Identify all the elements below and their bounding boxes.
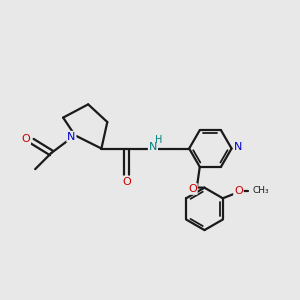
Text: O: O	[188, 184, 197, 194]
Text: H: H	[155, 135, 163, 145]
Text: N: N	[149, 142, 157, 152]
Text: O: O	[122, 176, 131, 187]
Text: CH₃: CH₃	[252, 186, 269, 195]
Text: O: O	[234, 186, 243, 196]
Text: N: N	[234, 142, 242, 152]
Text: N: N	[67, 132, 76, 142]
Text: O: O	[21, 134, 30, 144]
